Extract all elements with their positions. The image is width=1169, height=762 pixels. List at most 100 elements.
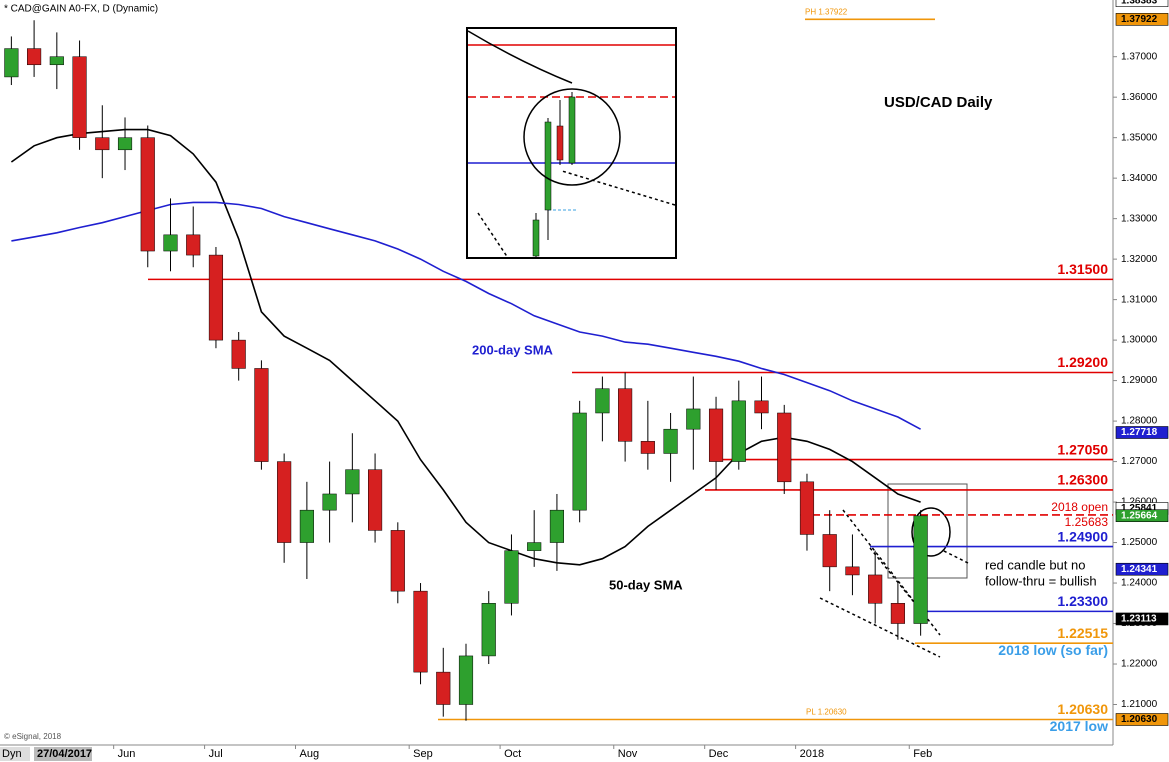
candle-body — [868, 574, 883, 604]
candle-body — [95, 137, 110, 151]
price-tag — [1115, 13, 1169, 26]
y-tick-label: 1.36000 — [1121, 92, 1158, 103]
level-note: 2018 open — [1051, 500, 1108, 514]
level-marker: PH 1.37922 — [805, 7, 848, 16]
candle-body — [208, 254, 224, 341]
price-tag — [1115, 612, 1169, 626]
price-tag-label: 1.25664 — [1121, 510, 1158, 521]
price-tag — [1115, 426, 1169, 439]
source-label: * CAD@GAIN A0-FX, D (Dynamic) — [4, 4, 158, 15]
candle-body — [49, 56, 64, 66]
level-note: 2018 low (so far) — [998, 642, 1108, 658]
y-tick-label: 1.29000 — [1121, 375, 1158, 386]
candle-body — [299, 509, 314, 543]
price-tag-label: 1.37922 — [1121, 14, 1158, 25]
level-marker: PL 1.20630 — [806, 708, 847, 717]
chart-title: USD/CAD Daily — [884, 94, 993, 111]
y-tick-label: 1.25000 — [1121, 537, 1158, 548]
y-tick-label: 1.31000 — [1121, 294, 1158, 305]
x-tick-label: Feb — [913, 748, 932, 760]
mode-box — [0, 747, 30, 761]
x-tick-label: Jul — [209, 748, 223, 760]
y-tick-label: 1.32000 — [1121, 254, 1158, 265]
candle-body — [27, 48, 42, 66]
credit: © eSignal, 2018 — [4, 732, 62, 741]
x-tick-label: Oct — [504, 748, 521, 760]
level-label: 1.22515 — [1057, 625, 1108, 641]
candle-body — [186, 234, 201, 256]
price-tag-label: 1.24341 — [1121, 564, 1158, 575]
candle-body — [595, 388, 610, 414]
candle-body — [277, 461, 292, 543]
x-tick-label: Jun — [118, 748, 136, 760]
candle-body — [640, 441, 655, 454]
candle-body — [436, 671, 451, 705]
price-tag-label: 1.38383 — [1121, 0, 1158, 6]
candle-body — [504, 550, 519, 604]
candle-body — [799, 481, 815, 535]
x-tick-label: Sep — [413, 748, 433, 760]
candle-body — [140, 137, 155, 252]
candle-body — [822, 534, 837, 568]
price-tag — [1115, 562, 1169, 576]
candle-body — [231, 339, 246, 369]
mode-label: Dyn — [2, 748, 22, 760]
candle-body — [390, 530, 405, 592]
y-tick-label: 1.28000 — [1121, 416, 1158, 427]
y-tick-label: 1.34000 — [1121, 173, 1158, 184]
candle-body — [345, 469, 360, 495]
x-tick-label: 2018 — [800, 748, 824, 760]
candle-body — [777, 412, 792, 483]
candle-body — [572, 412, 587, 511]
price-tag-label: 1.25841 — [1121, 503, 1158, 514]
annotation: follow-thru = bullish — [985, 573, 1097, 588]
annotation: red candle but no — [985, 557, 1085, 572]
candle-body — [913, 515, 928, 624]
x-tick-label: Nov — [618, 748, 638, 760]
candle-body — [890, 603, 905, 624]
candle-body — [163, 234, 178, 252]
candle-body — [458, 655, 474, 705]
y-tick-label: 1.30000 — [1121, 335, 1158, 346]
candle-body — [4, 48, 19, 78]
candle-body — [527, 542, 542, 551]
candle-body — [845, 566, 860, 576]
level-label: 1.27050 — [1057, 441, 1108, 457]
x-tick-label: Aug — [300, 748, 320, 760]
y-tick-label: 1.24000 — [1121, 578, 1158, 589]
level-label: 1.24900 — [1057, 528, 1108, 544]
x-tick-label: Dec — [709, 748, 729, 760]
level-label: 1.29200 — [1057, 354, 1108, 370]
candle-body — [686, 408, 701, 430]
candle-body — [708, 408, 724, 462]
price-tag-label: 1.20630 — [1121, 714, 1158, 725]
price-tag-label: 1.23113 — [1121, 614, 1157, 625]
inset — [466, 27, 677, 259]
level-label: 1.20630 — [1057, 701, 1108, 717]
y-tick-label: 1.35000 — [1121, 132, 1158, 143]
candle-body — [72, 56, 87, 138]
start-box — [34, 747, 92, 761]
price-tag — [1115, 0, 1169, 7]
level-label: 1.25683 — [1065, 515, 1109, 529]
level-label: 1.23300 — [1057, 593, 1108, 609]
start-label: 27/04/2017 — [37, 748, 92, 760]
level-note: 2017 low — [1050, 718, 1108, 734]
price-tag — [1115, 509, 1169, 522]
level-label: 1.31500 — [1057, 261, 1108, 277]
y-tick-label: 1.27000 — [1121, 456, 1158, 467]
sma-line — [11, 201, 921, 430]
sma200-label: 200-day SMA — [472, 342, 554, 357]
y-tick-label: 1.33000 — [1121, 213, 1158, 224]
y-tick-label: 1.21000 — [1121, 699, 1158, 710]
candle-body — [663, 428, 678, 454]
candle-body — [368, 469, 383, 531]
candle-body — [618, 388, 633, 442]
candle-body — [322, 493, 337, 511]
price-tag-label: 1.27718 — [1121, 427, 1158, 438]
candle-body — [413, 590, 428, 673]
y-tick-label: 1.37000 — [1121, 51, 1158, 62]
price-tag — [1115, 713, 1169, 726]
sma-line — [10, 128, 921, 566]
y-tick-label: 1.22000 — [1121, 659, 1158, 670]
